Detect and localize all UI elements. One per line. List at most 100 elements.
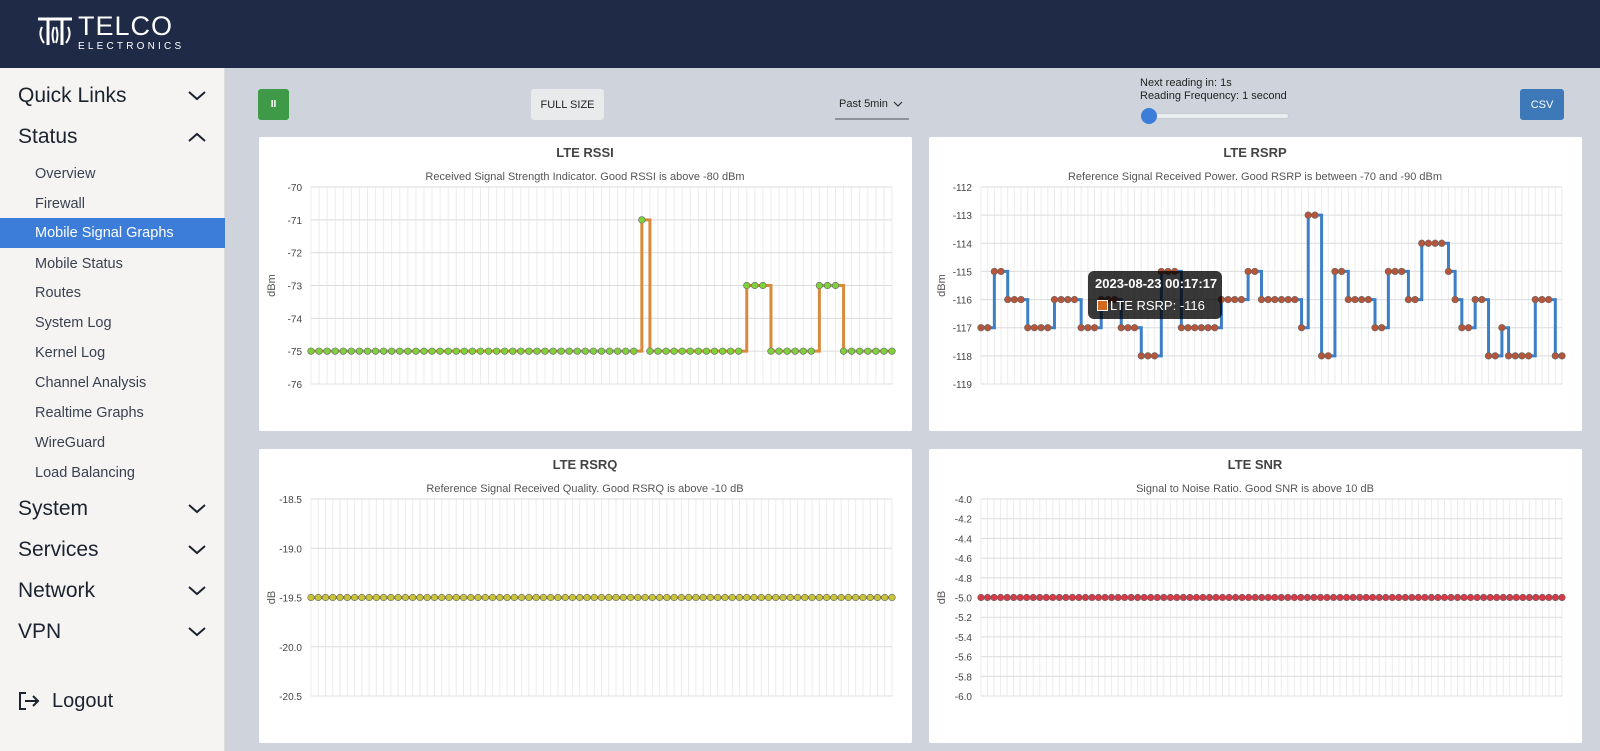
y-tick-label: -4.6 [955, 554, 973, 565]
data-point [750, 593, 758, 602]
data-point [1382, 593, 1390, 602]
data-point [503, 593, 511, 602]
data-point [1551, 593, 1560, 602]
data-point [1434, 593, 1442, 602]
data-point [597, 347, 606, 355]
full-size-button[interactable]: FULL SIZE [531, 89, 604, 120]
data-point [626, 593, 635, 602]
sidebar-item-channel-analysis[interactable]: Channel Analysis [0, 368, 225, 398]
data-point [488, 593, 497, 602]
logout-button[interactable]: Logout [18, 686, 113, 716]
data-point [501, 347, 509, 355]
y-tick-label: -76 [288, 380, 303, 391]
data-point [1130, 324, 1139, 332]
chart-panel-lte-rssi: LTE RSSI Received Signal Strength Indicat… [259, 137, 912, 431]
sidebar-item-routes[interactable]: Routes [0, 278, 225, 308]
data-point [1231, 295, 1239, 304]
pause-button[interactable]: II [258, 89, 289, 120]
data-point [1411, 295, 1419, 304]
sidebar-item-realtime-graphs[interactable]: Realtime Graphs [0, 398, 225, 428]
data-point [1199, 593, 1207, 602]
data-point [990, 267, 998, 276]
slider-thumb[interactable] [1141, 108, 1157, 124]
data-point [445, 593, 453, 602]
data-point [848, 347, 856, 355]
data-point [343, 593, 351, 602]
lte-snr-chart: LTE SNR Signal to Noise Ratio. Good SNR i… [936, 457, 1566, 703]
sidebar-item-mobile-status[interactable]: Mobile Status [0, 249, 225, 279]
data-point [1478, 295, 1486, 304]
data-point [1356, 593, 1364, 602]
data-point [605, 347, 614, 355]
data-point [1179, 593, 1187, 602]
data-point [484, 347, 493, 355]
data-point [1444, 267, 1453, 276]
chart-title: LTE SNR [1228, 457, 1283, 472]
sidebar-item-wireguard[interactable]: WireGuard [0, 428, 225, 458]
data-point [1245, 593, 1253, 602]
data-point [1264, 295, 1272, 304]
data-point [1375, 593, 1383, 602]
data-point [1055, 593, 1063, 602]
data-point [856, 347, 864, 355]
nav-section-quick-links[interactable]: Quick Links [0, 78, 225, 114]
y-tick-label: -20.5 [279, 692, 302, 703]
y-tick-label: -72 [288, 249, 303, 260]
data-point [983, 593, 992, 602]
time-range-select[interactable]: Past 5min [835, 89, 909, 120]
csv-export-button[interactable]: CSV [1520, 89, 1564, 120]
data-point [772, 593, 780, 602]
nav-section-label: Services [18, 538, 99, 561]
nav-section-status[interactable]: Status [0, 119, 225, 155]
y-tick-label: -116 [953, 296, 973, 307]
y-tick-label: -118 [953, 352, 973, 363]
data-point [1197, 324, 1205, 332]
nav-section-system[interactable]: System [0, 491, 225, 527]
data-point [380, 593, 388, 602]
nav-section-services[interactable]: Services [0, 532, 225, 568]
y-tick-label: -5.2 [955, 613, 973, 624]
chevron-up-icon [188, 132, 206, 142]
sidebar-item-load-balancing[interactable]: Load Balancing [0, 458, 225, 488]
data-point [557, 347, 565, 355]
brand-subtitle: ELECTRONICS [78, 40, 185, 52]
logout-icon [19, 692, 40, 710]
data-point [1438, 239, 1446, 247]
telco-logo-icon [38, 17, 72, 45]
data-point [670, 593, 678, 602]
y-axis-label: dBm [266, 274, 278, 297]
nav-section-network[interactable]: Network [0, 573, 225, 609]
data-point [1291, 295, 1299, 304]
data-point [363, 347, 372, 355]
data-point [793, 593, 802, 602]
brand-logo[interactable]: TELCO ELECTRONICS [36, 12, 185, 52]
data-point [1551, 352, 1559, 360]
data-point [718, 347, 727, 355]
nav-section-vpn[interactable]: VPN [0, 614, 225, 650]
sidebar-item-kernel-log[interactable]: Kernel Log [0, 338, 225, 368]
data-point [350, 593, 359, 602]
data-point [648, 593, 656, 602]
data-point [721, 593, 729, 602]
data-point [1029, 593, 1037, 602]
data-point [1297, 593, 1305, 602]
data-point [1486, 593, 1494, 602]
data-point [315, 347, 323, 355]
chart-subtitle: Received Signal Strength Indicator. Good… [425, 171, 744, 183]
sidebar-item-overview[interactable]: Overview [0, 159, 225, 189]
data-point [1117, 324, 1125, 332]
data-point [331, 347, 339, 355]
data-point [423, 593, 431, 602]
reading-frequency-slider[interactable] [1141, 108, 1289, 124]
data-point [1081, 593, 1090, 602]
data-point [468, 347, 476, 355]
chart-title: LTE RSRQ [553, 457, 618, 472]
next-reading-text: Next reading in: 1s [1140, 77, 1232, 89]
data-point [654, 347, 662, 355]
y-tick-label: -18.5 [279, 495, 302, 506]
sidebar-item-firewall[interactable]: Firewall [0, 189, 225, 219]
data-point [1271, 593, 1279, 602]
sidebar-item-mobile-signal-graphs[interactable]: Mobile Signal Graphs [0, 218, 225, 248]
sidebar-item-system-log[interactable]: System Log [0, 308, 225, 338]
nav-section-label: Network [18, 579, 96, 602]
